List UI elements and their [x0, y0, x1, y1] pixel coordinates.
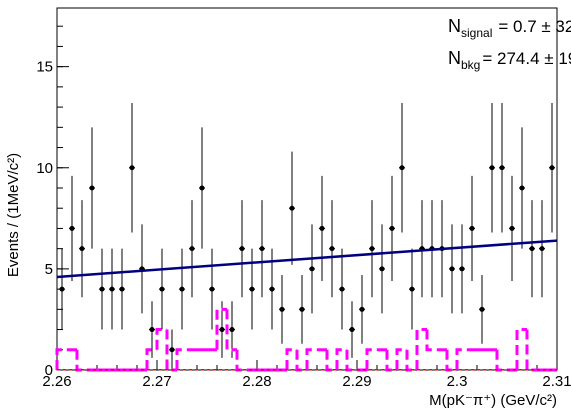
- data-point: [109, 286, 115, 292]
- step-bin: [285, 348, 297, 370]
- data-point: [309, 266, 315, 272]
- data-point: [99, 286, 105, 292]
- step-bin: [55, 348, 67, 370]
- x-tick-label: 2.31: [542, 373, 571, 390]
- data-point: [499, 165, 505, 171]
- x-tick-label: 2.26: [42, 373, 71, 390]
- step-bin: [365, 348, 377, 370]
- data-point: [89, 185, 95, 191]
- data-point: [479, 306, 485, 312]
- data-point: [289, 205, 295, 211]
- data-point: [279, 306, 285, 312]
- data-point: [189, 246, 195, 252]
- data-point: [229, 327, 235, 333]
- data-point: [549, 165, 555, 171]
- x-tick-label: 2.27: [142, 373, 171, 390]
- x-tick-label: 2.29: [342, 373, 371, 390]
- step-bin: [225, 309, 237, 352]
- data-point: [319, 225, 325, 231]
- subscript: bkg: [461, 58, 480, 72]
- data-point: [329, 246, 335, 252]
- data-point: [179, 286, 185, 292]
- data-point: [59, 286, 65, 292]
- y-axis-label: Events / (1MeV/c²): [5, 153, 22, 277]
- data-point: [119, 286, 125, 292]
- data-point: [299, 306, 305, 312]
- data-point: [79, 246, 85, 252]
- annotation-signal: Nsignal = 0.7 ± 32.9: [448, 16, 571, 40]
- fit-line: [56, 239, 558, 279]
- data-point: [409, 286, 415, 292]
- subscript: signal: [461, 26, 492, 40]
- symbol: N: [448, 16, 461, 36]
- y-tick-label: 10: [36, 160, 53, 177]
- data-point: [349, 327, 355, 333]
- data-point: [239, 246, 245, 252]
- step-bin: [305, 348, 317, 370]
- x-tick-label: 2.28: [242, 373, 271, 390]
- step-bin: [155, 328, 167, 350]
- data-point: [389, 225, 395, 231]
- step-bin: [215, 307, 227, 350]
- step-bin: [235, 349, 247, 372]
- data-point: [209, 286, 215, 292]
- y-tick-label: 5: [45, 261, 53, 278]
- x-axis-label: M(pK⁻π⁺) (GeV/c²): [429, 392, 557, 409]
- x-tick-label: 2.3: [447, 373, 468, 390]
- data-point: [339, 286, 345, 292]
- annotation-text: = 0.7 ± 32.9: [498, 17, 571, 36]
- y-tick-label: 15: [36, 59, 53, 76]
- data-point: [369, 246, 375, 252]
- y-tick-label: 0: [45, 362, 53, 379]
- step-bin: [455, 348, 467, 370]
- data-point: [469, 225, 475, 231]
- data-point: [199, 185, 205, 191]
- data-point: [269, 286, 275, 292]
- step-bin: [175, 348, 187, 370]
- data-point: [399, 165, 405, 171]
- step-bin: [75, 349, 87, 372]
- step-bin: [395, 348, 407, 370]
- data-point: [159, 286, 165, 292]
- data-point: [169, 347, 175, 353]
- annotation-text: = 274.4 ± 19.0: [482, 49, 571, 68]
- data-point: [249, 286, 255, 292]
- step-bin: [415, 328, 427, 370]
- data-point: [519, 185, 525, 191]
- step-bin: [525, 329, 537, 372]
- data-point: [489, 165, 495, 171]
- annotation-bkg: Nbkg= 274.4 ± 19.0: [448, 48, 571, 72]
- data-point: [449, 266, 455, 272]
- data-point: [459, 266, 465, 272]
- data-point: [259, 246, 265, 252]
- data-point: [359, 306, 365, 312]
- data-point: [529, 246, 535, 252]
- data-point: [379, 266, 385, 272]
- data-point: [509, 225, 515, 231]
- symbol: N: [448, 48, 461, 68]
- step-bin: [495, 349, 507, 372]
- data-point: [149, 327, 155, 333]
- data-point: [129, 165, 135, 171]
- step-bin: [335, 348, 347, 370]
- data-point: [69, 225, 75, 231]
- data-point: [219, 327, 225, 333]
- step-bin: [145, 348, 157, 370]
- data-point: [539, 246, 545, 252]
- step-bin: [425, 329, 437, 352]
- step-bin: [515, 328, 527, 370]
